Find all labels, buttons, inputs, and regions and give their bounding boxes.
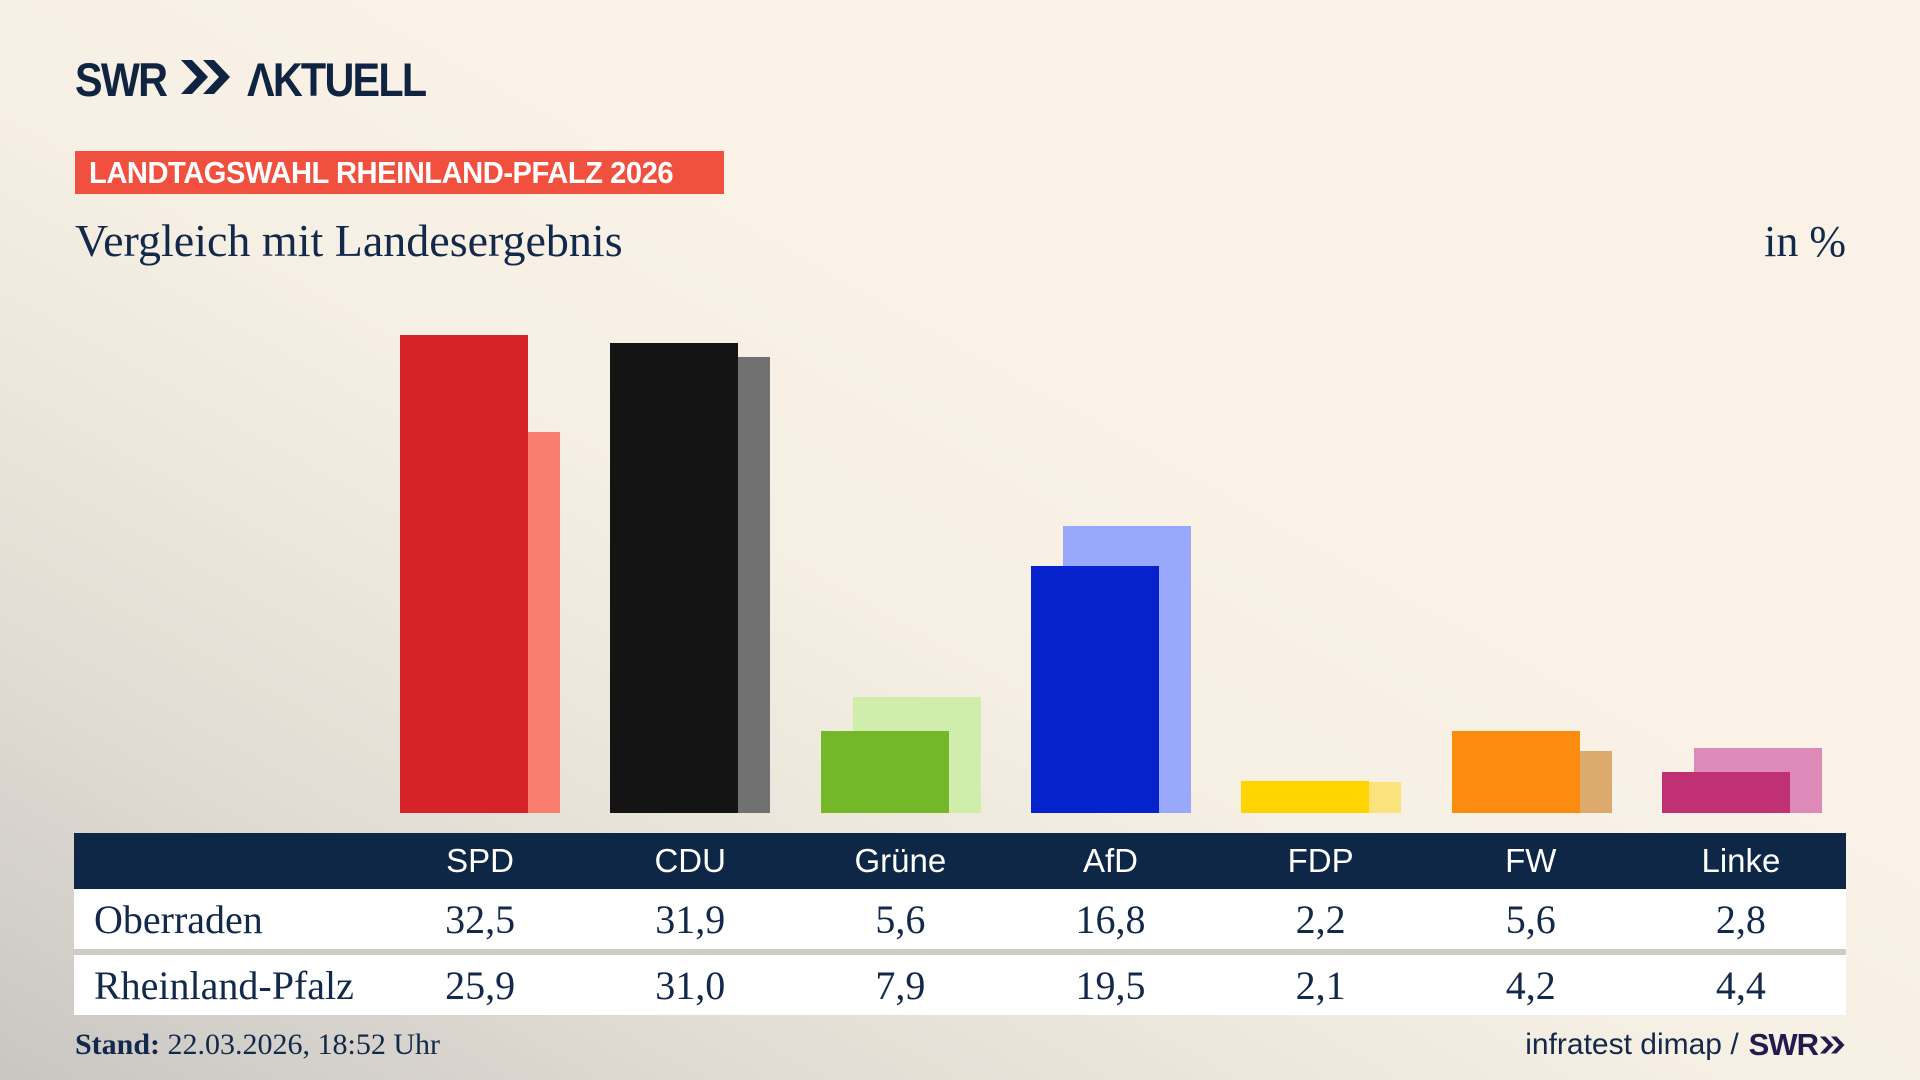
cell-rheinlandpfalz-afd: 19,5 xyxy=(1075,962,1146,1008)
table-row: Oberraden 32,5 31,9 5,6 16,8 2,2 5,6 2,8 xyxy=(74,889,1846,949)
bar-cdu-local xyxy=(610,343,739,813)
row-label-oberraden: Oberraden xyxy=(94,896,263,942)
double-chevron-icon xyxy=(180,60,233,99)
swr-mini-logo-text: SWR xyxy=(1748,1027,1819,1062)
table-header-linke: Linke xyxy=(1701,842,1781,879)
bar-fw-local xyxy=(1451,730,1580,813)
table-header-row: SPD CDU Grüne AfD FDP FW Linke xyxy=(74,833,1846,889)
chart-title: Vergleich mit Landesergebnis xyxy=(75,215,623,266)
stand-value: 22.03.2026, 18:52 Uhr xyxy=(160,1028,441,1061)
row-label-rheinlandpfalz: Rheinland-Pfalz xyxy=(94,962,354,1008)
cell-rheinlandpfalz-fw: 4,2 xyxy=(1505,962,1556,1008)
cell-oberraden-spd: 32,5 xyxy=(445,896,516,942)
election-badge-label: LANDTAGSWAHL RHEINLAND-PFALZ 2026 xyxy=(89,155,674,190)
cell-rheinlandpfalz-spd: 25,9 xyxy=(445,962,516,1008)
bar-fdp-local xyxy=(1241,780,1370,813)
table-row: Rheinland-Pfalz 25,9 31,0 7,9 19,5 2,1 4,2 4,4 xyxy=(74,955,1846,1015)
table-header-cdu: CDU xyxy=(654,842,726,879)
table-header-fdp: FDP xyxy=(1287,842,1354,879)
source-credit: infratest dimap / SWR xyxy=(1525,1027,1846,1063)
cell-rheinlandpfalz-linke: 4,4 xyxy=(1715,962,1766,1008)
double-chevron-icon xyxy=(1820,1036,1845,1054)
table-header-spd: SPD xyxy=(446,842,514,879)
swr-aktuell-logo: SWR ΛKTUELL xyxy=(75,52,449,107)
cell-rheinlandpfalz-grune: 7,9 xyxy=(875,962,926,1008)
table-header-afd: AfD xyxy=(1082,842,1138,879)
aktuell-logo-text: ΛKTUELL xyxy=(246,53,427,106)
unit-label: in % xyxy=(1764,217,1846,266)
table-header-grune: Grüne xyxy=(854,842,947,879)
swr-logo-text: SWR xyxy=(75,53,168,106)
stand-label: Stand: xyxy=(75,1028,161,1061)
cell-oberraden-linke: 2,8 xyxy=(1715,896,1766,942)
cell-oberraden-cdu: 31,9 xyxy=(655,896,726,942)
cell-rheinlandpfalz-cdu: 31,0 xyxy=(655,962,726,1008)
bar-afd-local xyxy=(1030,565,1159,813)
results-table: SPD CDU Grüne AfD FDP FW Linke Oberraden 32,5 31… xyxy=(74,833,1846,1015)
footer: Stand: 22.03.2026, 18:52 Uhr infratest d… xyxy=(75,1026,1846,1064)
table-row-separator xyxy=(74,949,1846,955)
bar-linke-local xyxy=(1661,771,1790,813)
bar-spd-local xyxy=(400,334,528,813)
election-badge: LANDTAGSWAHL RHEINLAND-PFALZ 2026 xyxy=(75,151,725,194)
bar-grune-local xyxy=(820,730,949,813)
cell-oberraden-fdp: 2,2 xyxy=(1295,896,1346,942)
cell-oberraden-grune: 5,6 xyxy=(875,896,926,942)
source-text: infratest dimap / xyxy=(1525,1028,1739,1061)
table-header-fw: FW xyxy=(1505,842,1557,879)
swr-mini-logo: SWR xyxy=(1749,1027,1846,1063)
title-row: Vergleich mit Landesergebnis in % xyxy=(75,218,1846,265)
cell-oberraden-fw: 5,6 xyxy=(1505,896,1556,942)
cell-rheinlandpfalz-fdp: 2,1 xyxy=(1295,962,1346,1008)
cell-oberraden-afd: 16,8 xyxy=(1075,896,1146,942)
stand-timestamp: Stand: 22.03.2026, 18:52 Uhr xyxy=(75,1028,440,1062)
